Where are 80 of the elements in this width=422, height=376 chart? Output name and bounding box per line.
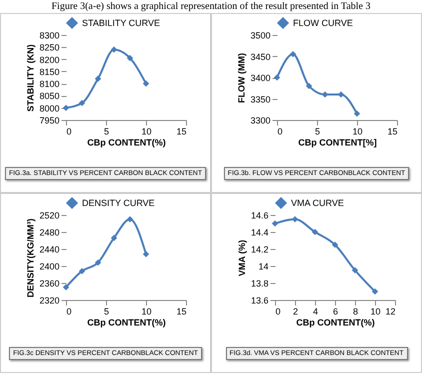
y-tick-label: 2480 xyxy=(38,228,59,238)
y-tick-label: 2520 xyxy=(38,210,59,220)
legend-label: STABILITY CURVE xyxy=(82,18,160,28)
y-tick-label: 3350 xyxy=(250,94,270,104)
y-axis-title: STABILITY (KN) xyxy=(24,44,35,112)
point xyxy=(353,110,360,117)
y-tick-label: 7950 xyxy=(38,116,59,126)
x-tick-label: 2 xyxy=(292,306,298,316)
y-tick-label: 3500 xyxy=(250,30,270,40)
x-tick-label: 4 xyxy=(312,306,318,316)
legend-label: VMA CURVE xyxy=(291,198,344,208)
point xyxy=(372,288,378,295)
x-tick-label: 5 xyxy=(314,126,320,136)
x-tick-label: 5 xyxy=(103,126,109,136)
x-tick-label: 0 xyxy=(277,126,282,136)
x-tick-label: 10 xyxy=(140,306,152,316)
point xyxy=(273,74,280,81)
x-tick-label: 0 xyxy=(276,306,281,316)
point xyxy=(110,46,117,53)
point xyxy=(94,76,101,82)
legend-label: DENSITY CURVE xyxy=(82,198,154,208)
x-tick-label: 15 xyxy=(176,306,186,316)
y-axis-title: VMA (%) xyxy=(236,240,247,276)
x-tick-label: 5 xyxy=(103,306,109,316)
point xyxy=(312,228,318,236)
y-tick-label: 2320 xyxy=(38,296,59,306)
y-tick-label: 2440 xyxy=(38,244,59,254)
y-tick-label: 2400 xyxy=(38,262,59,272)
point xyxy=(78,100,85,106)
y-axis-title: FLOW (MM) xyxy=(236,53,246,103)
point xyxy=(94,259,101,266)
legend-label: FLOW CURVE xyxy=(292,18,352,28)
y-tick-label: 8000 xyxy=(38,103,59,114)
y-tick-label: 3300 xyxy=(250,116,270,126)
y-tick-label: 14.4 xyxy=(250,228,268,238)
y-tick-label: 8300 xyxy=(38,30,59,40)
x-axis-title: CBp CONTENT(%) xyxy=(86,138,166,148)
x-tick-label: 0 xyxy=(66,306,72,316)
y-tick-label: 3450 xyxy=(250,52,270,62)
x-axis-title: CBp CONTENT(%) xyxy=(296,318,375,328)
x-tick-label: 10 xyxy=(370,306,381,316)
x-tick-label: 10 xyxy=(352,126,362,136)
x-tick-label: 8 xyxy=(352,306,358,316)
y-tick-label: 14.6 xyxy=(250,210,268,220)
point xyxy=(305,82,312,90)
point xyxy=(142,80,149,87)
point xyxy=(332,242,338,248)
x-tick-label: 12 xyxy=(385,306,396,316)
point xyxy=(272,220,278,227)
text: Figure 3(a-e) shows a graphical representation of the result presented in Table 3 xyxy=(50,0,372,13)
point xyxy=(292,216,298,222)
y-tick-label: 13.8 xyxy=(250,278,268,288)
point xyxy=(110,234,117,242)
point xyxy=(62,104,69,112)
y-tick-label: 2360 xyxy=(38,278,59,288)
point xyxy=(126,54,133,62)
point xyxy=(126,216,133,222)
point xyxy=(62,284,69,290)
y-tick-label: 3400 xyxy=(250,73,270,83)
x-tick-label: 15 xyxy=(176,126,186,136)
y-tick-label: 8250 xyxy=(38,42,59,53)
point xyxy=(321,91,328,98)
point xyxy=(78,268,85,274)
y-tick-label: 13.6 xyxy=(250,296,268,306)
point xyxy=(289,50,296,58)
y-tick-label: 14.2 xyxy=(250,244,268,254)
y-tick-label: 8150 xyxy=(38,66,59,77)
y-axis-title: DENSITY(KG/MM³) xyxy=(24,218,35,298)
y-tick-label: 8100 xyxy=(38,79,59,90)
x-tick-label: 10 xyxy=(140,126,152,136)
y-tick-label: 8200 xyxy=(38,54,59,65)
x-tick-label: 0 xyxy=(66,126,72,136)
x-tick-label: 6 xyxy=(332,306,338,316)
y-tick-label: 8050 xyxy=(38,91,59,102)
x-tick-label: 15 xyxy=(386,126,397,136)
point xyxy=(352,267,358,274)
x-axis-title: CBp CONTENT[%] xyxy=(298,138,376,148)
x-axis-title: CBp CONTENT(%) xyxy=(86,318,166,328)
point xyxy=(142,250,149,258)
y-tick-label: 14 xyxy=(258,262,268,272)
